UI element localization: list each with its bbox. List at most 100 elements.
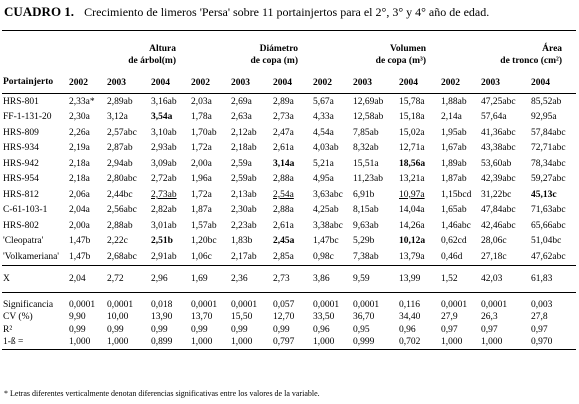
table-row: HRS-812 2,06a 2,44bc 2,73ab 1,72a 2,13ab 2,54a… (2, 187, 576, 203)
row-label: R² (3, 324, 13, 335)
data-table: Portainjerto Altura de árbol(m) Diámetro de … (2, 30, 577, 350)
cell: 2,61a (273, 220, 294, 231)
cell: 2,73ab (151, 189, 177, 200)
cell: 0,99 (69, 324, 86, 335)
group-header: Volumen de copa (m³) (312, 30, 441, 73)
cell: 2,87ab (107, 143, 133, 154)
cell: 1,000 (440, 336, 481, 350)
cell: 0,702 (398, 336, 441, 350)
table-row: Significancia 0,0001 0,0001 0,018 0,0001 0,00… (2, 292, 576, 311)
cell: 2,14a (441, 112, 462, 123)
cell: 1,89ab (441, 158, 467, 169)
row-label: X (2, 264, 68, 293)
group-line: Altura (149, 44, 176, 54)
cell: 2,26a (69, 127, 90, 138)
cell: 47,62abc (531, 251, 566, 262)
cell: 71,63abc (531, 205, 566, 216)
row-label: HRS-934 (3, 143, 39, 154)
cell: 28,06c (481, 236, 507, 247)
cell: 1,000 (190, 336, 230, 350)
year-header: 2003 (353, 78, 373, 88)
cell: 2,56abc (107, 205, 137, 216)
cell: 1,000 (68, 336, 106, 350)
cell: 78,34abc (531, 158, 566, 169)
group-line: de árbol(m) (128, 56, 176, 66)
cell: 0,0001 (481, 299, 508, 310)
cell: 0,62cd (441, 236, 467, 247)
table-row: C-61-103-1 2,04a 2,56abc 2,82ab 1,87a 2,30ab 2… (2, 203, 576, 219)
cell: 15,51a (353, 158, 379, 169)
cell: 33,50 (313, 312, 335, 323)
table-row: X 2,04 2,72 2,96 1,69 2,36 2,73 3,86 9,59 13,99 1,… (2, 264, 577, 293)
cell: 26,3 (481, 312, 498, 323)
year-header: 2004 (531, 78, 551, 88)
cell: 1,72a (191, 189, 212, 200)
cell: 2,54a (273, 189, 294, 200)
cell: 2,04 (68, 264, 106, 293)
cell: 0,46d (441, 251, 463, 262)
cell: 47,84abc (481, 205, 516, 216)
cell: 0,99 (191, 324, 208, 335)
cell: 45,13c (531, 189, 557, 200)
cell: 1,72a (191, 143, 212, 154)
cell: 2,23ab (231, 220, 257, 231)
table-row: HRS-954 2,18a 2,80abc 2,72ab 1,96a 2,59ab 2,88… (2, 172, 576, 188)
cell: 0,95 (353, 324, 370, 335)
cell: 27,18c (481, 251, 507, 262)
row-label: HRS-812 (3, 189, 39, 200)
cell: 2,96 (150, 264, 190, 293)
cell: 0,116 (399, 299, 421, 310)
row-label: C-61-103-1 (3, 205, 48, 216)
cell: 4,25ab (313, 205, 339, 216)
cell: 1,65ab (441, 205, 467, 216)
table-row: CV (%) 9,90 10,00 13,90 13,70 15,50 12,70 33,50… (2, 311, 576, 324)
year-header: 2002 (313, 78, 333, 88)
cell: 2,30ab (231, 205, 257, 216)
cell: 3,16ab (150, 93, 190, 110)
table-row: FF-1-131-20 2,30a 3,12a 3,54a 1,78a 2,63a 2,73… (2, 110, 576, 126)
group-line: de copa (m³) (375, 56, 427, 66)
cell: 1,96a (191, 174, 212, 185)
cell: 1,000 (106, 336, 150, 350)
table-row: 1-ß = 1,000 1,000 0,899 1,000 1,000 0,797 1,000… (2, 336, 577, 350)
cell: 0,99 (151, 324, 168, 335)
group-line: de copa (m) (250, 56, 299, 66)
cell: 8,32ab (353, 143, 379, 154)
cell: 5,67a (312, 93, 353, 110)
cell: 2,13ab (231, 189, 257, 200)
cell: 12,71a (399, 143, 425, 154)
cell: 0,0001 (313, 299, 340, 310)
cell: 2,00a (191, 158, 212, 169)
cell: 2,18a (69, 158, 90, 169)
cell: 2,03a (190, 93, 230, 110)
cell: 13,21a (399, 174, 425, 185)
table-row: 'Cleopatra' 1,47b 2,22c 2,51b 1,20bc 1,83b 2,4… (2, 234, 576, 250)
cell: 1,15bcd (441, 189, 472, 200)
cell: 13,90 (151, 312, 173, 323)
cell: 3,63abc (313, 189, 343, 200)
cell: 2,72ab (151, 174, 177, 185)
cell: 31,22bc (481, 189, 512, 200)
cell: 2,72 (106, 264, 150, 293)
cell: 2,80abc (107, 174, 137, 185)
cell: 0,97 (531, 324, 548, 335)
cell: 2,88ab (107, 220, 133, 231)
cell: 4,95a (313, 174, 334, 185)
cell: 0,99 (273, 324, 290, 335)
table-row: HRS-802 2,00a 2,88ab 3,01ab 1,57ab 2,23ab 2,61… (2, 218, 576, 234)
group-line: Diámetro (259, 44, 299, 54)
cell: 2,30a (69, 112, 90, 123)
cell: 0,899 (150, 336, 190, 350)
cell: 3,10ab (151, 127, 177, 138)
table-row: HRS-801 2,33a* 2,89ab 3,16ab 2,03a 2,69a 2,89a… (2, 93, 577, 110)
cell: 3,38abc (313, 220, 343, 231)
cell: 0,0001 (191, 299, 218, 310)
cell: 0,018 (151, 299, 173, 310)
cell: 2,82ab (151, 205, 177, 216)
group-header: Diámetro de copa (m) (190, 30, 313, 73)
cell: 13,79a (399, 251, 425, 262)
year-header: 2003 (231, 78, 250, 88)
year-header: 2004 (273, 78, 292, 88)
cell: 2,06a (69, 189, 90, 200)
